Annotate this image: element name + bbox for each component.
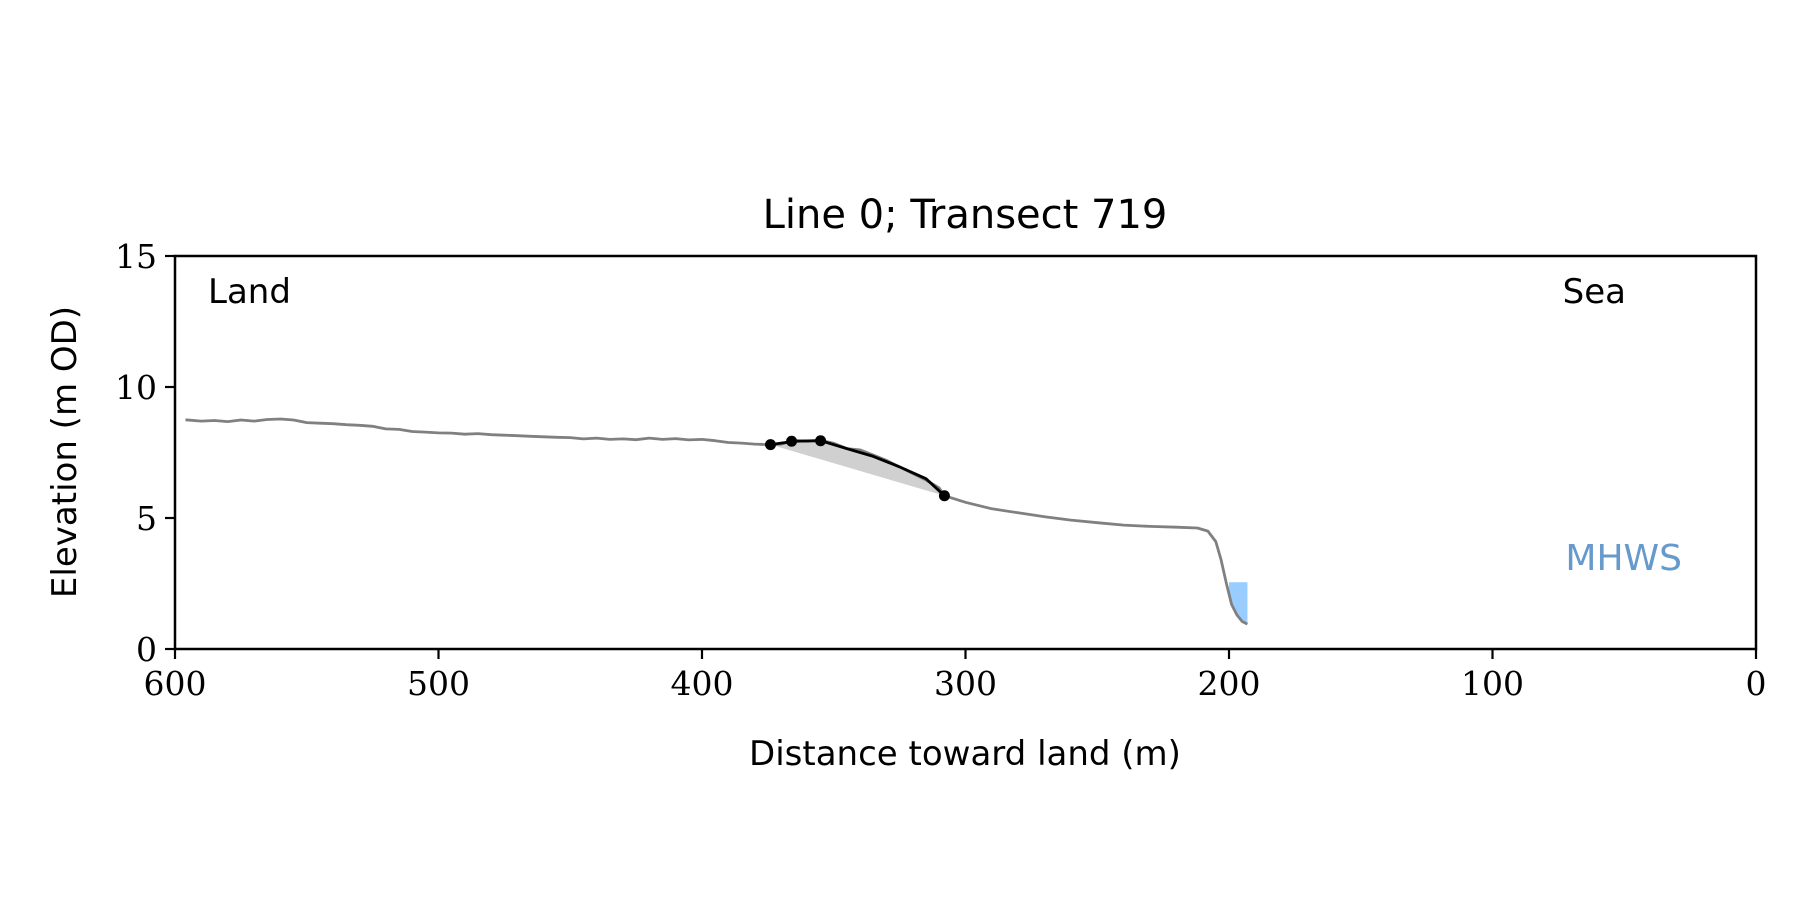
- water-area: [1229, 582, 1248, 625]
- dune-point: [786, 435, 798, 447]
- y-tick-label: 0: [136, 630, 157, 669]
- y-tick-label: 5: [136, 499, 157, 538]
- dune-point: [938, 490, 950, 502]
- land-label: Land: [208, 272, 291, 312]
- x-tick-label: 300: [934, 664, 997, 703]
- dune-profile-line: [770, 439, 946, 497]
- x-tick-label: 200: [1198, 664, 1261, 703]
- x-tick-label: 600: [144, 664, 207, 703]
- profile-line: [185, 417, 1249, 626]
- mhws-label: MHWS: [1565, 538, 1682, 579]
- dune-volume-area: [770, 440, 945, 496]
- x-tick-label: 400: [671, 664, 734, 703]
- x-tick-label: 500: [407, 664, 470, 703]
- axis-ticks: 600 500 400 300 200 100 0 0 5 10 15: [115, 237, 1767, 703]
- dune-point: [815, 435, 827, 447]
- y-tick-label: 15: [115, 237, 157, 276]
- x-axis-label: Distance toward land (m): [749, 734, 1181, 774]
- x-tick-label: 100: [1461, 664, 1524, 703]
- dune-point: [765, 439, 777, 451]
- y-tick-label: 10: [115, 368, 157, 407]
- y-axis-label: Elevation (m OD): [45, 306, 85, 598]
- plot-area: [185, 417, 1249, 626]
- sea-label: Sea: [1563, 272, 1626, 312]
- x-tick-label: 0: [1746, 664, 1767, 703]
- axes-frame: [173, 254, 1758, 651]
- chart-title: Line 0; Transect 719: [763, 192, 1168, 238]
